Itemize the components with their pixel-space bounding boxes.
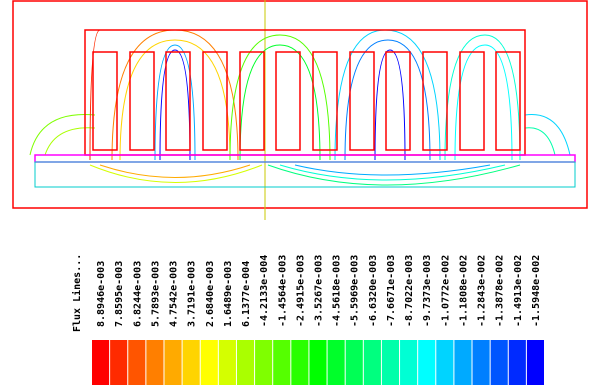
color-swatch [183,340,200,385]
color-swatch [509,340,526,385]
legend-label: -1.4564e-003 [277,255,288,327]
color-swatch [309,340,326,385]
color-swatch [146,340,163,385]
legend-label: -1.4913e-002 [513,255,524,327]
color-swatch [473,340,490,385]
legend-label: -1.3878e-002 [495,255,506,327]
color-swatch [110,340,127,385]
legend-label: 6.8244e-003 [132,261,143,327]
legend: 8.8946e-003 7.8595e-003 6.8244e-003 5.7893e… [92,255,544,385]
color-swatch [527,340,544,385]
legend-label: 1.6489e-003 [223,261,234,327]
color-swatch [418,340,435,385]
color-swatch [382,340,399,385]
legend-label: -1.0772e-002 [440,255,451,327]
screen: Flux Lines... 8.8946e-003 7.8595e-003 6.82… [0,0,600,392]
legend-label: -9.7373e-003 [422,255,433,327]
flux-plot [13,0,587,220]
color-swatch [491,340,508,385]
color-swatch [346,340,363,385]
legend-label: -1.5948e-002 [531,255,542,327]
color-swatch [291,340,308,385]
legend-label: 5.7893e-003 [150,261,161,327]
legend-label: -8.7022e-003 [404,255,415,327]
color-swatch [454,340,471,385]
legend-label: 8.8946e-003 [96,261,107,327]
legend-label: -7.6671e-003 [386,255,397,327]
legend-label: 3.7191e-003 [187,261,198,327]
legend-title: Flux Lines... [71,254,83,332]
color-swatch [436,340,453,385]
legend-label: 7.8595e-003 [114,261,125,327]
color-swatch [400,340,417,385]
legend-label: 2.6840e-003 [205,261,216,327]
legend-label: -5.5969e-003 [350,255,361,327]
legend-label: -2.4915e-003 [295,255,306,327]
color-swatch [273,340,290,385]
legend-label: -4.2133e-004 [259,255,270,327]
color-swatch [201,340,218,385]
color-swatch [237,340,254,385]
air-gap [35,155,575,162]
legend-label: 4.7542e-003 [169,261,180,327]
legend-label: -4.5618e-003 [332,255,343,327]
color-swatch [364,340,381,385]
legend-label: -6.6320e-003 [368,255,379,327]
color-swatch [255,340,272,385]
color-swatch [328,340,345,385]
legend-label: -1.1808e-002 [458,255,469,327]
legend-label: -1.2843e-002 [477,255,488,327]
color-swatch [164,340,181,385]
color-swatch [92,340,109,385]
legend-label: -3.5267e-003 [314,255,325,327]
legend-label: 6.1377e-004 [241,261,252,327]
color-swatch [219,340,236,385]
color-swatch [128,340,145,385]
